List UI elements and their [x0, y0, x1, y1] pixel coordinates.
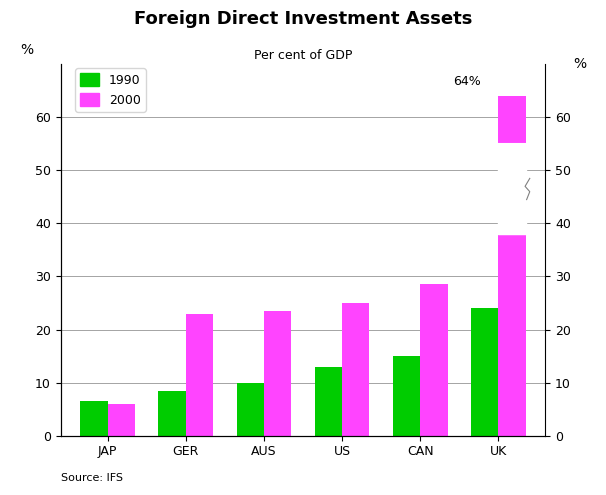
Bar [80, 401, 107, 436]
Bar [342, 303, 370, 436]
Text: Foreign Direct Investment Assets: Foreign Direct Investment Assets [134, 10, 472, 28]
Bar [421, 285, 448, 436]
Legend: 1990, 2000: 1990, 2000 [75, 68, 146, 111]
Bar [185, 314, 213, 436]
Bar [499, 96, 526, 436]
Bar [393, 356, 421, 436]
Title: Per cent of GDP: Per cent of GDP [254, 49, 352, 62]
Text: Source: IFS: Source: IFS [61, 473, 122, 483]
Y-axis label: %: % [20, 43, 33, 57]
Text: 64%: 64% [453, 75, 481, 88]
Bar [471, 308, 499, 436]
Bar [315, 367, 342, 436]
Y-axis label: %: % [573, 57, 586, 71]
Bar [158, 391, 185, 436]
Bar [236, 383, 264, 436]
Bar [499, 144, 526, 234]
Bar [107, 404, 135, 436]
Bar [264, 311, 291, 436]
